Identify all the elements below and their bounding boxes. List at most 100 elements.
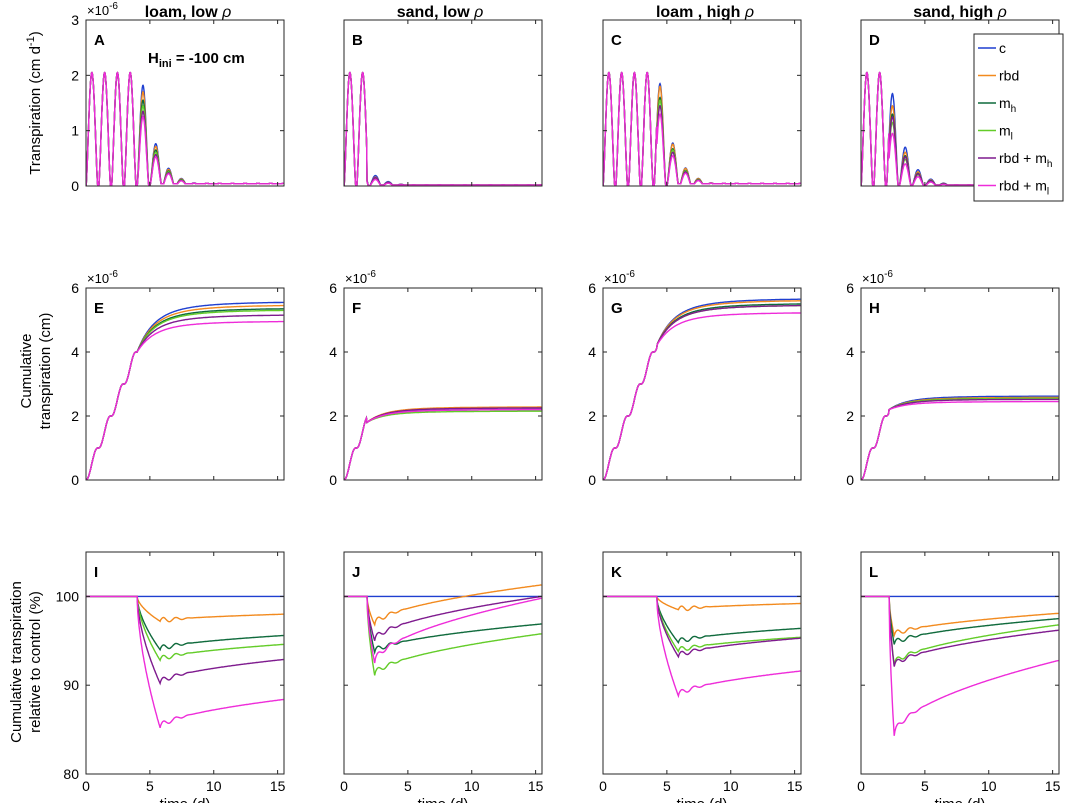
series-line-rbd_mh-L — [861, 595, 1059, 667]
legend-label-mh: mh — [999, 95, 1016, 115]
panel-frame — [85, 287, 285, 481]
series-line-rbd_ml-B — [344, 71, 542, 186]
series-line-c-E — [86, 301, 284, 480]
series-line-rbd_ml-A — [86, 71, 284, 186]
y-tick-label: 2 — [71, 408, 79, 424]
y-exponent-label: ×10-6 — [862, 269, 893, 286]
series-line-rbd_ml-I — [86, 595, 284, 728]
panel-frame — [343, 287, 543, 481]
y-tick-label: 0 — [329, 472, 337, 488]
panel-frame — [860, 287, 1060, 481]
panel-frame — [85, 551, 285, 775]
x-tick-label: 5 — [146, 778, 154, 794]
y-exponent-label: ×10-6 — [87, 1, 118, 18]
series-line-rbd_mh-J — [344, 595, 542, 642]
x-tick-label: 10 — [464, 778, 480, 794]
panel-letter: A — [94, 32, 105, 49]
series-line-ml-G — [603, 304, 801, 480]
y-exponent-label: ×10-6 — [604, 269, 635, 286]
series-line-rbd-B — [344, 71, 542, 186]
annotation-hini: Hini = -100 cm — [148, 50, 245, 70]
series-line-rbd-E — [86, 304, 284, 480]
legend-label-ml: ml — [999, 123, 1013, 143]
x-tick-label: 15 — [528, 778, 544, 794]
series-line-rbd_ml-E — [86, 320, 284, 480]
panel-letter: J — [352, 564, 360, 581]
panel-letter: G — [611, 300, 623, 317]
y-tick-label: 0 — [71, 178, 79, 194]
y-tick-label: 4 — [71, 344, 79, 360]
column-titles: loam, low ρ sand, low ρ loam , high ρ sa… — [145, 4, 1007, 21]
panel-frame — [602, 287, 802, 481]
series-line-rbd_ml-C — [603, 71, 801, 186]
y-tick-label: 2 — [329, 408, 337, 424]
y-tick-label: 2 — [71, 67, 79, 83]
panel-frame — [860, 551, 1060, 775]
column-title-3: loam , high ρ — [656, 4, 754, 21]
series-line-rbd_ml-F — [344, 408, 542, 480]
series-line-rbd-K — [603, 595, 801, 612]
x-tick-label: 0 — [340, 778, 348, 794]
series-line-rbd_ml-K — [603, 595, 801, 699]
series-line-rbd-H — [861, 396, 1059, 480]
ylabel-row-1: Transpiration (cm d-1) — [25, 31, 44, 174]
y-tick-label: 4 — [329, 344, 337, 360]
series-line-rbd_ml-J — [344, 595, 542, 664]
series-line-mh-K — [603, 595, 801, 644]
panel-B: B — [343, 19, 543, 187]
y-tick-label: 0 — [71, 472, 79, 488]
series-line-rbd_mh-G — [603, 304, 801, 480]
panels: 0 1 2 3 ×10-6 A B C D 0 2 4 6 ×10-6 E 0 2 4 6 ×10-6 F 0 2 4 6 ×10… — [56, 1, 1064, 803]
x-tick-label: 10 — [723, 778, 739, 794]
series-line-ml-I — [86, 595, 284, 662]
series-line-ml-B — [344, 71, 542, 186]
panel-E: 0 2 4 6 ×10-6 E — [71, 269, 285, 488]
y-tick-label: 100 — [56, 588, 80, 604]
panel-C: C — [602, 19, 802, 187]
series-line-mh-J — [344, 595, 542, 656]
panel-letter: D — [869, 32, 880, 49]
ylabel-row-3: Cumulative transpiration relative to cont… — [8, 581, 44, 743]
y-tick-label: 6 — [588, 280, 596, 296]
series-line-rbd_ml-H — [861, 400, 1059, 480]
y-exponent-label: ×10-6 — [87, 269, 118, 286]
y-tick-label: 2 — [846, 408, 854, 424]
y-tick-label: 6 — [71, 280, 79, 296]
series-line-rbd_mh-K — [603, 595, 801, 659]
y-tick-label: 0 — [588, 472, 596, 488]
y-tick-label: 0 — [846, 472, 854, 488]
panel-letter: E — [94, 300, 104, 317]
series-line-mh-F — [344, 408, 542, 480]
x-tick-label: 0 — [82, 778, 90, 794]
x-tick-label: 0 — [599, 778, 607, 794]
row-ylabels: Transpiration (cm d-1) Cumulative transpi… — [8, 31, 54, 743]
panel-frame — [602, 551, 802, 775]
panel-H: 0 2 4 6 ×10-6 H — [846, 269, 1060, 488]
panel-letter: H — [869, 300, 880, 317]
legend-box — [973, 33, 1064, 202]
y-tick-label: 80 — [63, 766, 79, 782]
x-tick-label: 0 — [857, 778, 865, 794]
x-tick-label: 5 — [921, 778, 929, 794]
panel-letter: K — [611, 564, 622, 581]
series-line-ml-J — [344, 595, 542, 676]
legend: c rbd mh ml rbd + mh rbd + ml — [973, 33, 1064, 202]
y-tick-label: 2 — [588, 408, 596, 424]
x-tick-label: 10 — [206, 778, 222, 794]
panel-letter: L — [869, 564, 878, 581]
series-line-mh-G — [603, 303, 801, 480]
series-line-c-G — [603, 298, 801, 480]
panel-K: 0 5 10 15 Ktime (d) — [599, 551, 803, 803]
series-line-ml-F — [344, 410, 542, 480]
column-title-2: sand, low ρ — [397, 4, 484, 21]
panel-A: 0 1 2 3 ×10-6 A — [71, 1, 285, 194]
x-axis-label: time (d) — [418, 796, 469, 803]
series-line-c-B — [344, 71, 542, 186]
legend-label-rbd_ml: rbd + ml — [999, 178, 1049, 198]
legend-label-c: c — [999, 40, 1006, 56]
series-line-rbd_mh-H — [861, 398, 1059, 480]
panel-frame — [85, 19, 285, 187]
series-line-rbd_mh-B — [344, 71, 542, 186]
x-tick-label: 15 — [270, 778, 286, 794]
